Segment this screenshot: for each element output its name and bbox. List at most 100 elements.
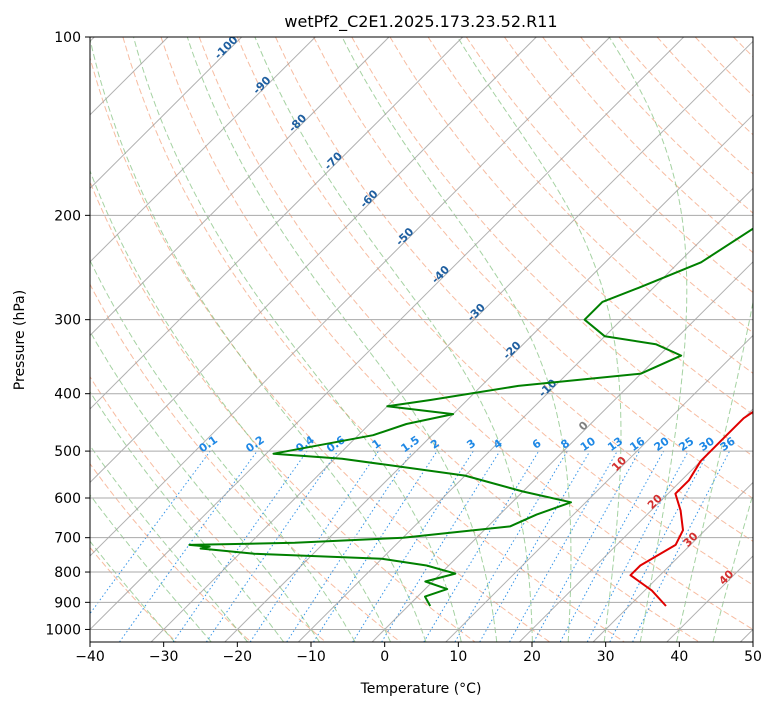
mixing-ratio-line [313, 450, 438, 642]
y-tick-label: 200 [54, 208, 81, 224]
moist-adiabat-line [712, 492, 753, 642]
mixing-ratio-line [509, 450, 618, 642]
y-tick-label: 1000 [45, 622, 81, 638]
x-tick-label: 20 [523, 649, 541, 665]
mixing-ratio-label: 3 [464, 437, 478, 452]
dry-adiabat-line [313, 37, 753, 500]
dry-adiabat-line [236, 37, 753, 586]
isotherm-label: -40 [429, 263, 452, 286]
mixing-ratio-line [172, 450, 308, 642]
x-tick-label: −20 [223, 649, 253, 665]
isotherm-line [90, 37, 243, 190]
moist-adiabat-line [90, 169, 391, 642]
grid-lines [90, 37, 753, 642]
moist-adiabat-line [90, 494, 212, 642]
x-tick-label: 50 [744, 649, 762, 665]
mixing-ratio-label: 0.4 [293, 433, 317, 455]
dry-adiabat-line [275, 37, 753, 542]
y-tick-label: 100 [54, 30, 81, 46]
mixing-ratio-line [632, 450, 731, 642]
dry-adiabat-line [198, 37, 753, 630]
y-tick-label: 400 [54, 387, 81, 403]
moist-adiabat-line [90, 540, 176, 642]
y-tick-label: 300 [54, 313, 81, 329]
x-tick-label: 0 [380, 649, 389, 665]
background-lines [90, 37, 775, 642]
mixing-ratio-line [352, 450, 474, 642]
mixing-ratio-line [533, 450, 640, 642]
mixing-ratio-label: 4 [491, 437, 505, 452]
isotherm-line [90, 37, 464, 410]
dry-adiabat-line [503, 37, 753, 294]
moist-adiabat-line [133, 37, 462, 642]
isotherm-label: -20 [500, 339, 523, 362]
mixing-ratio-label: 6 [530, 437, 544, 452]
isotherm-label: -80 [286, 111, 309, 134]
dry-adiabat-line [90, 546, 177, 642]
isotherm-label: -10 [536, 376, 559, 399]
isotherm-line [519, 408, 753, 642]
x-tick-label: −30 [149, 649, 179, 665]
moist-adiabat-line [90, 259, 356, 642]
dry-adiabat-line [90, 180, 476, 642]
isotherm-label: 10 [609, 454, 629, 474]
y-tick-label: 500 [54, 444, 81, 460]
moist-adiabat-line [254, 37, 533, 642]
moist-adiabat-line [676, 299, 753, 642]
dry-adiabat-line [90, 462, 252, 642]
mixing-ratio-line [90, 450, 211, 615]
isotherm-line [445, 334, 753, 642]
mixing-ratio-line [559, 450, 665, 642]
isotherm-label: 20 [645, 492, 665, 512]
mixing-ratio-label: 0.1 [197, 433, 220, 455]
mixing-ratio-line [119, 450, 258, 642]
moist-adiabat-line [90, 444, 248, 642]
y-tick-label: 900 [54, 595, 81, 611]
x-tick-label: 10 [449, 649, 467, 665]
isotherm-line [592, 481, 753, 642]
dewpoint-series [188, 227, 753, 607]
y-tick-label: 700 [54, 531, 81, 547]
moist-adiabat-line [341, 37, 572, 642]
y-tick-label: 800 [54, 565, 81, 581]
dry-adiabat-line [389, 37, 753, 416]
isotherm-line [666, 555, 753, 642]
mixing-ratio-label: 1 [370, 437, 384, 452]
isotherm-label: 30 [681, 529, 701, 549]
mixing-ratio-line [249, 450, 379, 642]
moist-adiabat-line [90, 37, 427, 642]
isotherm-line [90, 37, 611, 557]
mixing-ratio-line [381, 450, 501, 642]
isotherm-label: -70 [322, 149, 345, 172]
moist-adiabat-line [608, 37, 688, 642]
isotherm-line [90, 37, 390, 337]
mixing-ratio-label: 1.5 [399, 433, 422, 455]
dry-adiabat-line [694, 37, 753, 97]
x-tick-label: 30 [597, 649, 615, 665]
moist-adiabat-line [90, 390, 285, 642]
dry-adiabat-line [90, 55, 550, 642]
x-axis: −40 −30 −20 −10 0 10 20 30 40 50 [75, 642, 762, 665]
profile-series [188, 227, 753, 607]
isotherm-line [90, 37, 685, 631]
dry-adiabat-line [351, 37, 753, 457]
isotherm-line [371, 261, 753, 642]
isotherm-label: 40 [716, 567, 736, 587]
dry-adiabat-line [122, 37, 625, 642]
dry-adiabat-line [90, 375, 326, 642]
chart-title: wetPf2_C2E1.2025.173.23.52.R11 [284, 12, 557, 32]
y-tick-label: 600 [54, 491, 81, 507]
plot-frame [89, 36, 754, 643]
mixing-ratio-label: 2 [428, 437, 442, 452]
dry-adiabat-line [772, 37, 775, 642]
line-labels: 0.1 0.2 0.4 0.6 1 1.5 2 3 4 6 8 10 13 16 20 25 30 36-100-… [197, 37, 738, 588]
moist-adiabat-line [186, 37, 498, 642]
isotherm-line [90, 37, 316, 263]
isotherm-label: -50 [393, 225, 416, 248]
dry-adiabat-line [90, 283, 401, 642]
temperature-series [629, 410, 753, 607]
x-tick-label: −10 [296, 649, 326, 665]
isotherm-line [298, 187, 753, 642]
isotherm-label: -90 [250, 74, 273, 97]
isotherm-label: -30 [465, 301, 488, 324]
